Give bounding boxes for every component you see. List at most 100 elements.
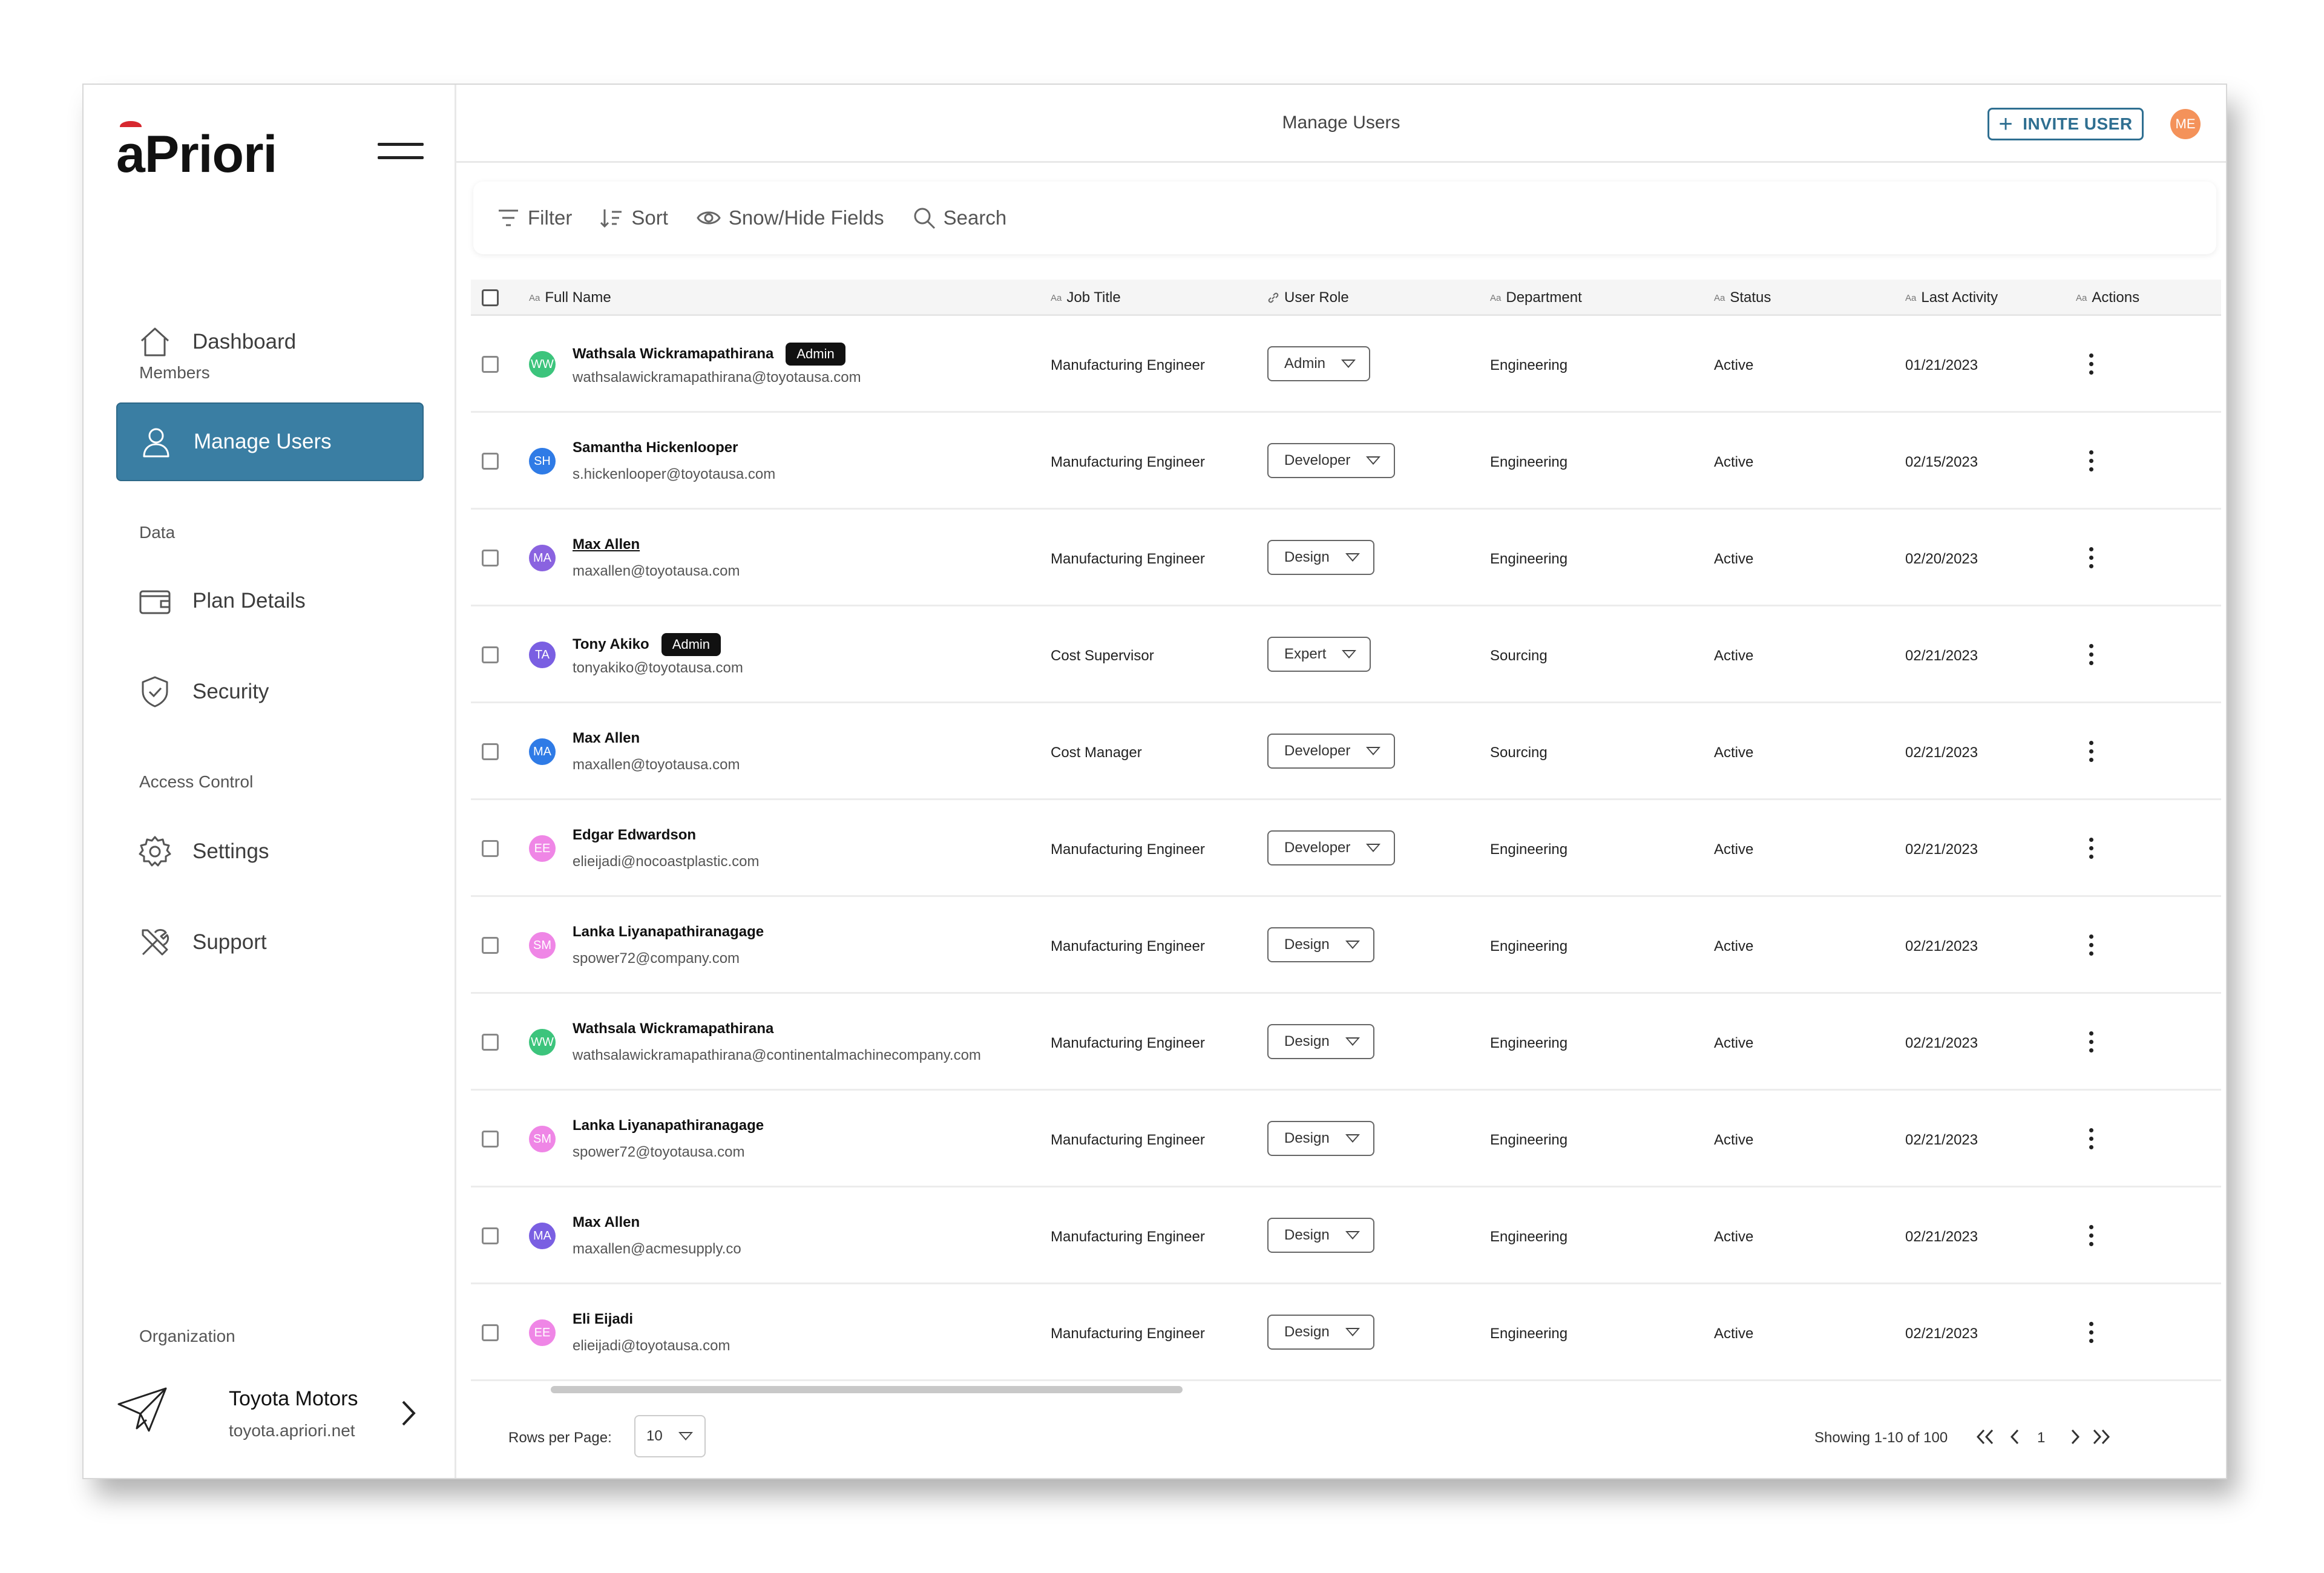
table-row[interactable]: SM Lanka Liyanapathiranagage spower72@toyo… (471, 1091, 2221, 1187)
sidebar-item-plan-details[interactable]: Plan Details (116, 562, 424, 640)
row-checkbox[interactable] (482, 646, 499, 663)
section-title-access-control: Access Control (139, 772, 254, 791)
table-row[interactable]: TA Tony Akiko Admin tonyakiko@toyotausa.com… (471, 606, 2221, 703)
row-checkbox[interactable] (482, 743, 499, 760)
show-hide-fields-button[interactable]: Snow/Hide Fields (696, 206, 884, 229)
user-name[interactable]: Samantha Hickenlooper (573, 439, 738, 456)
row-checkbox[interactable] (482, 356, 499, 373)
more-actions-icon[interactable] (2078, 543, 2102, 573)
col-status[interactable]: Aa Status (1714, 289, 1771, 306)
first-page-icon[interactable] (1973, 1424, 1997, 1450)
caret-down-icon (1366, 844, 1381, 852)
sidebar-item-dashboard[interactable]: Dashboard (116, 303, 424, 381)
user-name[interactable]: Edgar Edwardson (573, 827, 696, 844)
more-actions-icon[interactable] (2078, 1028, 2102, 1057)
last-page-icon[interactable] (2089, 1424, 2113, 1450)
more-actions-icon[interactable] (2078, 931, 2102, 960)
horizontal-scrollbar[interactable] (551, 1386, 1183, 1393)
search-button[interactable]: Search (912, 206, 1006, 230)
more-actions-icon[interactable] (2078, 640, 2102, 669)
row-checkbox[interactable] (482, 550, 499, 566)
table-row[interactable]: MA Max Allen maxallen@toyotausa.com Manufac… (471, 510, 2221, 606)
row-checkbox[interactable] (482, 1034, 499, 1051)
col-department[interactable]: Aa Department (1490, 289, 1582, 306)
more-actions-icon[interactable] (2078, 1125, 2102, 1154)
user-name[interactable]: Wathsala Wickramapathirana Admin (573, 343, 845, 366)
user-role-select[interactable]: Design (1267, 927, 1374, 962)
invite-user-button[interactable]: + INVITE USER (1988, 108, 2144, 140)
sidebar-item-settings[interactable]: Settings (116, 812, 424, 891)
filter-button[interactable]: Filter (496, 206, 572, 229)
table-row[interactable]: SH Samantha Hickenlooper s.hickenlooper@to… (471, 413, 2221, 510)
more-actions-icon[interactable] (2078, 1318, 2102, 1347)
table-row[interactable]: WW Wathsala Wickramapathirana Admin wathsal… (471, 316, 2221, 413)
department: Engineering (1490, 841, 1568, 858)
user-role-value: Design (1284, 549, 1330, 565)
more-actions-icon[interactable] (2078, 834, 2102, 863)
sort-button[interactable]: Sort (600, 206, 668, 229)
more-actions-icon[interactable] (2078, 447, 2102, 476)
caret-down-icon (1366, 456, 1381, 465)
previous-page-icon[interactable] (2003, 1424, 2027, 1450)
user-role-select[interactable]: Developer (1267, 443, 1396, 478)
user-role-select[interactable]: Design (1267, 1218, 1374, 1253)
user-role-select[interactable]: Developer (1267, 830, 1396, 865)
col-full-name[interactable]: Aa Full Name (529, 289, 611, 306)
col-job-title[interactable]: Aa Job Title (1051, 289, 1121, 306)
user-role-select[interactable]: Expert (1267, 637, 1371, 672)
more-actions-icon[interactable] (2078, 350, 2102, 379)
next-page-icon[interactable] (2063, 1424, 2087, 1450)
invite-user-label: INVITE USER (2023, 114, 2133, 133)
col-user-role[interactable]: User Role (1267, 289, 1349, 306)
table-row[interactable]: MA Max Allen maxallen@acmesupply.co Manufac… (471, 1187, 2221, 1284)
user-role-select[interactable]: Design (1267, 540, 1374, 575)
status: Active (1714, 1035, 1754, 1051)
user-role-select[interactable]: Developer (1267, 734, 1396, 769)
table-row[interactable]: EE Edgar Edwardson elieijadi@nocoastplasti… (471, 800, 2221, 897)
user-name[interactable]: Wathsala Wickramapathirana (573, 1020, 773, 1037)
row-checkbox[interactable] (482, 1227, 499, 1244)
show-hide-fields-label: Snow/Hide Fields (728, 206, 884, 229)
sidebar-item-support[interactable]: Support (116, 903, 424, 982)
user-name[interactable]: Max Allen (573, 730, 640, 747)
user-name[interactable]: Eli Eijadi (573, 1311, 633, 1328)
sidebar-item-security[interactable]: Security (116, 652, 424, 731)
sidebar-item-manage-users[interactable]: Manage Users (116, 402, 424, 481)
current-page-number[interactable]: 1 (2037, 1430, 2046, 1446)
table-row[interactable]: EE Eli Eijadi elieijadi@toyotausa.com Manuf… (471, 1284, 2221, 1381)
row-checkbox[interactable] (482, 840, 499, 857)
shield-icon (137, 674, 173, 710)
sidebar-item-label: Settings (192, 839, 269, 863)
row-checkbox[interactable] (482, 1131, 499, 1148)
user-role-select[interactable]: Design (1267, 1121, 1374, 1156)
more-actions-icon[interactable] (2078, 737, 2102, 766)
organization-switcher[interactable]: Toyota Motors toyota.apriori.net (116, 1374, 424, 1465)
row-checkbox[interactable] (482, 937, 499, 954)
job-title: Manufacturing Engineer (1051, 1132, 1205, 1148)
avatar: TA (529, 642, 556, 668)
row-checkbox[interactable] (482, 1324, 499, 1341)
job-title: Manufacturing Engineer (1051, 454, 1205, 470)
menu-toggle-icon[interactable] (378, 143, 424, 161)
job-title: Cost Manager (1051, 744, 1142, 761)
rows-per-page-select[interactable]: 10 (634, 1415, 706, 1457)
select-all-checkbox[interactable] (482, 289, 499, 306)
current-user-avatar[interactable]: ME (2170, 109, 2201, 139)
user-role-select[interactable]: Design (1267, 1315, 1374, 1350)
user-role-value: Design (1284, 1033, 1330, 1049)
user-name[interactable]: Tony Akiko Admin (573, 633, 721, 656)
more-actions-icon[interactable] (2078, 1221, 2102, 1250)
table-row[interactable]: SM Lanka Liyanapathiranagage spower72@comp… (471, 897, 2221, 994)
user-name[interactable]: Lanka Liyanapathiranagage (573, 924, 764, 941)
user-role-select[interactable]: Design (1267, 1024, 1374, 1059)
user-name[interactable]: Lanka Liyanapathiranagage (573, 1117, 764, 1134)
col-last-activity[interactable]: Aa Last Activity (1905, 289, 1998, 306)
apriori-logo[interactable]: aPriori (116, 121, 277, 185)
last-activity: 02/21/2023 (1905, 841, 1978, 858)
user-name[interactable]: Max Allen (573, 536, 640, 553)
table-row[interactable]: WW Wathsala Wickramapathirana wathsalawick… (471, 994, 2221, 1091)
row-checkbox[interactable] (482, 453, 499, 470)
user-name[interactable]: Max Allen (573, 1214, 640, 1231)
table-row[interactable]: MA Max Allen maxallen@toyotausa.com Cost Ma… (471, 703, 2221, 800)
user-role-select[interactable]: Admin (1267, 346, 1371, 381)
